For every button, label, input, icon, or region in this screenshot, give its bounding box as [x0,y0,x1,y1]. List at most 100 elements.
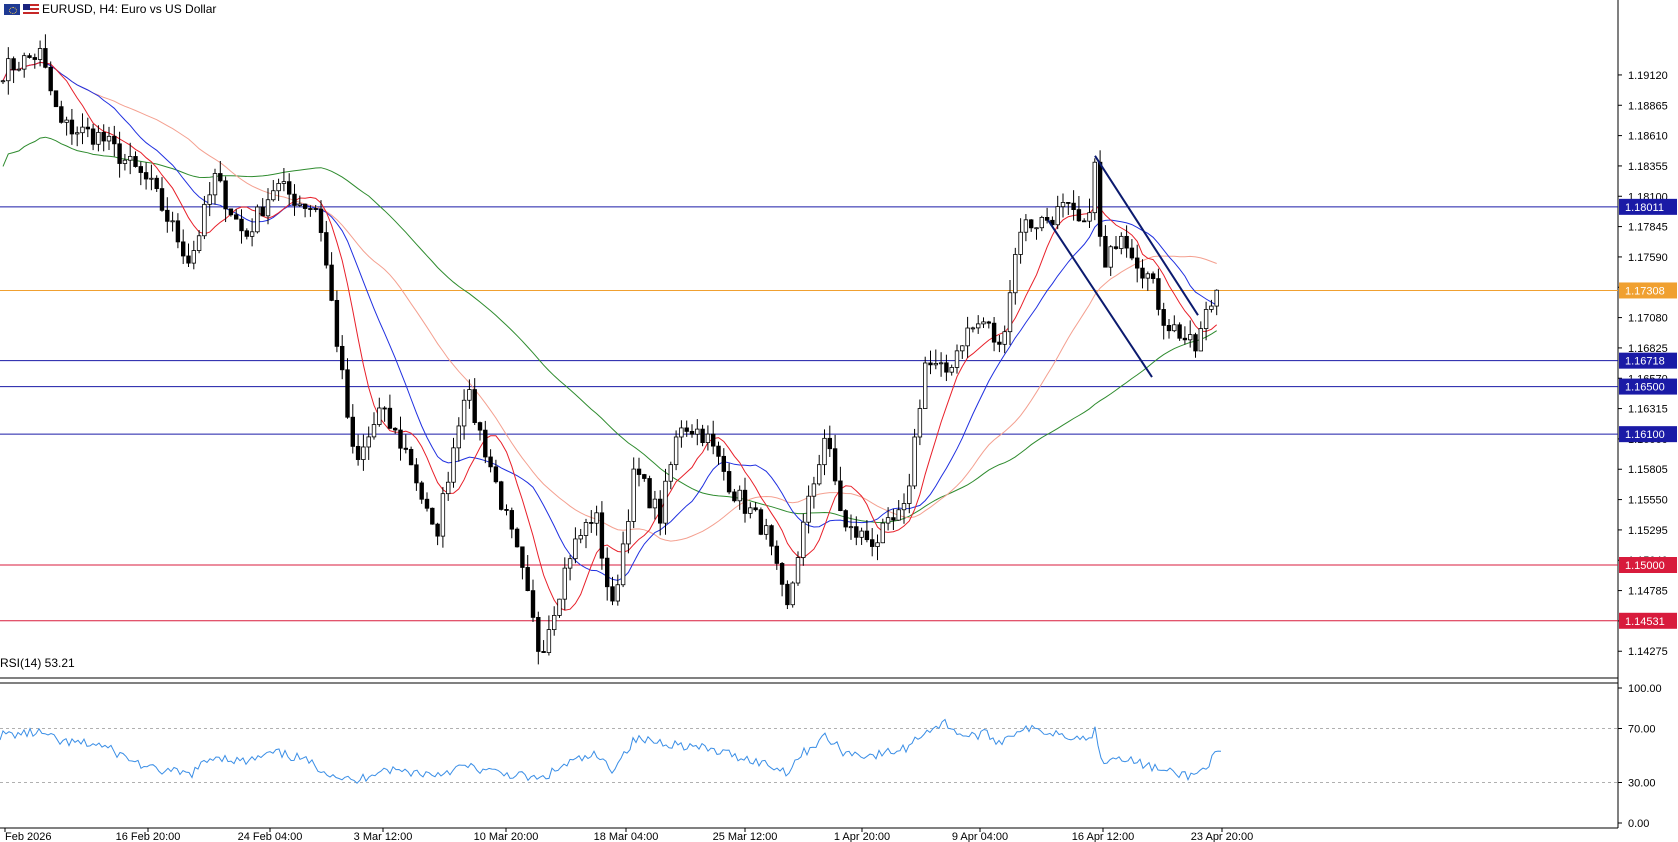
time-tick-label: 16 Feb 20:00 [116,831,181,842]
price-tick-label: 1.18355 [1628,161,1668,173]
candle-body [191,250,196,264]
candle-body [891,517,896,521]
candle-body [636,468,642,475]
candle-body [244,230,249,237]
moving-average-fast-line [2,61,1218,611]
candle-body [764,525,769,535]
candle-body [350,416,355,447]
candle-body [165,209,170,222]
candle-body [90,128,96,145]
candle-body [859,530,864,538]
candle-body [48,66,53,92]
time-tick-label: 16 Apr 12:00 [1072,831,1134,842]
candle-body [59,106,64,123]
price-tick-label: 1.15550 [1628,495,1668,507]
price-tick-label: 1.15805 [1628,464,1668,476]
candle-body [313,208,318,210]
candle-body [504,508,509,511]
candle-body [811,483,817,497]
candle-body [843,510,848,528]
candle-body [11,58,16,71]
candle-body [769,525,774,547]
time-tick-label: 25 Mar 12:00 [713,831,778,842]
candle-body [875,542,880,547]
price-level-label: 1.17308 [1625,285,1665,297]
candle-body [260,206,265,217]
candle-body [525,567,530,592]
candle-body [1071,202,1076,211]
candle-body [80,126,85,134]
candle-body [21,55,27,70]
candle-body [382,407,387,410]
candle-body [218,173,223,182]
candle-body [483,429,488,458]
candle-body [822,437,827,466]
candle-body [737,489,742,502]
candle-body [976,323,981,329]
candle-body [308,208,313,210]
candle-body [1124,235,1129,249]
symbol-label: EURUSD, H4: [42,2,119,16]
candle-body [1188,334,1193,341]
time-tick-label: 10 Mar 20:00 [474,831,539,842]
candle-body [626,521,631,545]
candle-body [1145,273,1150,279]
candle-body [817,464,822,485]
candle-body [398,429,403,449]
candle-body [1113,246,1119,249]
candle-body [589,522,594,524]
rsi-tick-label: 0.00 [1628,818,1649,830]
price-tick-label: 1.18610 [1628,131,1668,143]
candle-body [758,509,764,535]
candle-body [1193,334,1198,352]
candle-body [928,362,933,366]
candle-body [684,427,689,432]
time-tick-label: 18 Mar 04:00 [594,831,659,842]
candle-body [695,428,700,435]
candle-body [133,156,138,167]
candle-body [949,367,954,373]
price-level-tag [1619,282,1677,299]
candle-body [801,521,806,558]
price-level-label: 1.15000 [1625,560,1665,572]
candle-body [848,526,854,529]
candle-body [249,231,255,237]
candle-body [726,471,732,493]
candle-body [1140,267,1145,279]
candle-body [1203,309,1209,330]
candle-body [488,456,493,468]
time-tick-label: 23 Apr 20:00 [1191,831,1253,842]
candle-body [149,177,154,180]
candle-body [599,512,605,559]
candle-body [1135,257,1140,269]
candle-body [1209,305,1214,310]
candle-body [424,498,430,509]
candle-body [1076,209,1082,222]
candle-body [1044,216,1050,221]
candle-body [1198,328,1203,352]
candle-body [392,427,398,431]
candle-body [154,177,159,189]
candle-body [981,321,986,325]
candle-body [196,235,202,251]
candle-body [255,206,260,233]
candle-body [907,485,912,504]
candle-body [1092,161,1097,214]
candle-body [700,428,705,444]
candle-body [923,362,928,409]
candle-body [271,190,276,201]
candle-body [673,436,679,466]
candle-body [854,526,859,538]
candle-body [779,563,785,585]
candle-body [387,407,393,429]
candle-body [530,590,536,618]
candle-body [562,567,567,600]
price-level-tag [1619,557,1677,573]
candle-body [1055,206,1060,226]
rsi-tick-label: 30.00 [1628,778,1656,790]
candle-body [885,517,891,524]
price-level-label: 1.16100 [1625,429,1665,441]
candle-body [334,299,340,347]
candle-body [212,173,218,196]
